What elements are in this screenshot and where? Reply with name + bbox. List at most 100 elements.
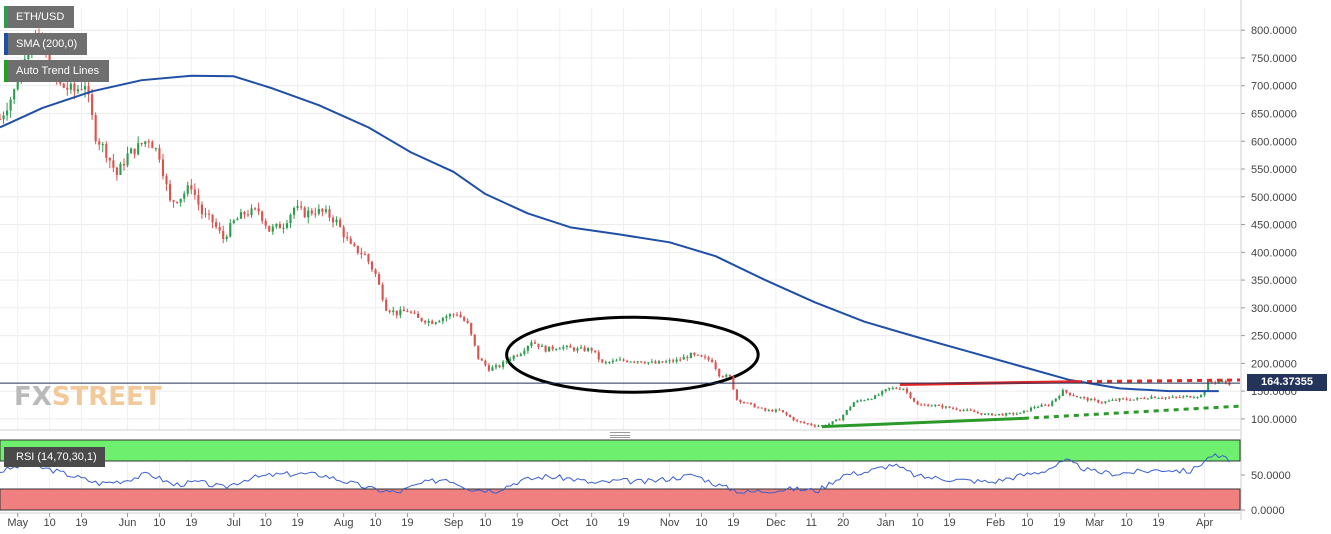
rsi-legend[interactable]: RSI (14,70,30,1) <box>4 447 105 467</box>
candle-body <box>402 309 405 312</box>
candle-body <box>657 361 661 364</box>
candle-body <box>983 413 986 415</box>
candle-body <box>176 201 179 203</box>
candle-body <box>587 348 590 351</box>
candle-body <box>395 310 398 316</box>
candle-body <box>718 368 721 377</box>
candle-body <box>516 355 519 357</box>
candle-body <box>1104 401 1107 403</box>
candle-body <box>785 412 788 415</box>
candle-body <box>895 387 898 389</box>
candle-body <box>927 404 930 407</box>
candle-body <box>640 361 643 363</box>
candle-body <box>94 115 97 142</box>
candle-body <box>845 409 848 415</box>
candle-body <box>1182 396 1185 398</box>
candle-body <box>193 189 196 195</box>
time-tick-label: 10 <box>260 517 272 529</box>
candle-body <box>540 345 544 347</box>
candle-body <box>1044 404 1047 406</box>
pane-resize-handle[interactable] <box>610 432 630 438</box>
candle-body <box>799 421 802 423</box>
candle-body <box>239 212 242 219</box>
price-tick-label: 450.0000 <box>1251 220 1297 232</box>
candle-body <box>324 209 328 212</box>
price-tick-label: 800.0000 <box>1251 25 1297 37</box>
candlestick-series <box>0 28 1231 428</box>
price-tick-label: 250.0000 <box>1251 331 1297 343</box>
candle-body <box>583 347 586 351</box>
candle-body <box>115 167 118 175</box>
price-tick-label: 600.0000 <box>1251 136 1297 148</box>
candle-body <box>246 214 250 216</box>
candle-body <box>282 227 285 229</box>
candle-body <box>1178 396 1181 398</box>
candle-body <box>1221 380 1224 382</box>
candle-body <box>711 359 714 363</box>
price-tick-label: 100.0000 <box>1251 414 1297 426</box>
candle-body <box>930 405 933 407</box>
candle-body <box>948 406 951 408</box>
trend-legend[interactable]: Auto Trend Lines <box>4 60 110 82</box>
candle-body <box>137 143 140 155</box>
candle-body <box>891 387 894 389</box>
candle-body <box>16 82 19 90</box>
candle-body <box>1086 397 1089 401</box>
candle-body <box>502 361 505 368</box>
candle-body <box>1083 397 1086 399</box>
candle-body <box>1210 381 1213 383</box>
candle-body <box>788 414 792 418</box>
consolidation-ellipse <box>505 315 760 394</box>
price-tick-label: 650.0000 <box>1251 109 1297 121</box>
candle-body <box>381 284 384 300</box>
candle-body <box>1072 395 1075 397</box>
candle-body <box>186 185 189 194</box>
sma-legend[interactable]: SMA (200,0) <box>4 33 88 55</box>
candle-body <box>271 226 274 232</box>
candle-body <box>650 361 653 363</box>
candle-body <box>1100 402 1103 404</box>
candle-body <box>91 94 94 116</box>
candle-body <box>385 299 388 311</box>
candle-body <box>647 362 650 364</box>
candle-body <box>445 316 448 319</box>
candle-body <box>523 350 526 355</box>
candle-body <box>250 208 253 216</box>
fxstreet-watermark: FXSTREET <box>14 382 162 412</box>
candle-body <box>1189 395 1192 398</box>
time-tick-label: Jul <box>227 517 241 529</box>
time-tick-label: Jun <box>119 517 137 529</box>
candle-body <box>1207 381 1210 391</box>
candle-body <box>179 198 182 203</box>
candle-body <box>888 387 891 390</box>
candle-body <box>353 243 356 246</box>
candle-body <box>261 211 264 221</box>
time-tick-label: 10 <box>695 517 707 529</box>
candle-body <box>349 238 352 244</box>
candle-body <box>767 409 770 411</box>
sma-200-layer <box>0 74 1219 393</box>
candle-body <box>672 360 675 362</box>
candle-body <box>339 219 342 228</box>
candle-body <box>1001 414 1004 416</box>
candle-body <box>254 208 257 210</box>
candle-body <box>1160 397 1164 399</box>
candle-body <box>1118 398 1121 401</box>
current-price-tag: 164.37355 <box>1247 374 1327 391</box>
candle-body <box>934 404 937 406</box>
time-tick-label: 19 <box>75 517 87 529</box>
candle-body <box>973 410 976 413</box>
candle-body <box>874 395 877 399</box>
trend-lines-layer <box>821 378 1241 429</box>
candle-body <box>378 274 381 285</box>
candle-body <box>753 403 756 408</box>
symbol-legend[interactable]: ETH/USD <box>4 6 75 28</box>
price-tick-label: 500.0000 <box>1251 192 1297 204</box>
candle-body <box>1203 390 1206 396</box>
candle-body <box>962 410 965 412</box>
candle-body <box>66 87 69 90</box>
candle-body <box>576 348 579 351</box>
time-tick-label: Jan <box>877 517 895 529</box>
candle-body <box>643 362 646 364</box>
candle-body <box>941 405 944 408</box>
